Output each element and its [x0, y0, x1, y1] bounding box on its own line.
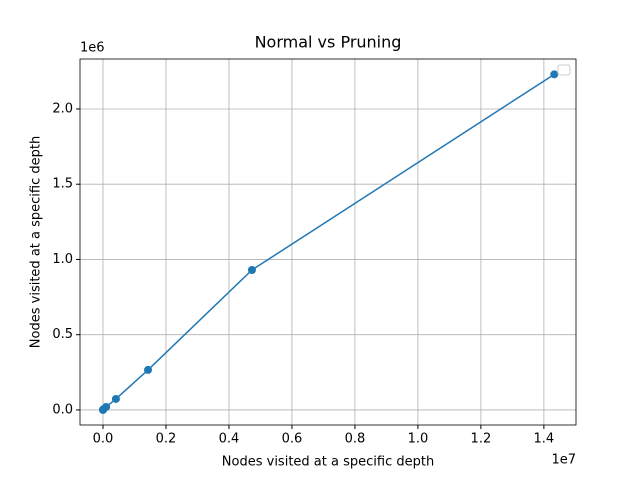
x-tick-label: 0.4 [219, 432, 240, 447]
data-point [111, 394, 120, 403]
data-point [550, 70, 559, 79]
y-tick-label: 2.0 [52, 101, 73, 116]
x-tick-label: 0.8 [345, 432, 366, 447]
x-tick-label: 0.0 [93, 432, 114, 447]
x-tick-label: 1.2 [471, 432, 492, 447]
y-offset-label: 1e6 [80, 41, 105, 56]
y-tick-label: 1.5 [52, 177, 73, 192]
x-tick-label: 1.4 [534, 432, 555, 447]
legend [557, 64, 571, 76]
x-tick-label: 1.0 [408, 432, 429, 447]
y-tick-label: 1.0 [52, 252, 73, 267]
data-point [102, 402, 111, 411]
x-tick-label: 0.2 [156, 432, 177, 447]
y-tick-label: 0.5 [52, 327, 73, 342]
x-axis-label: Nodes visited at a specific depth [222, 455, 434, 470]
plot-frame [79, 58, 577, 426]
x-offset-label: 1e7 [551, 453, 576, 468]
data-point [247, 265, 256, 274]
x-tick-label: 0.6 [282, 432, 303, 447]
chart-title: Normal vs Pruning [255, 33, 402, 52]
y-axis-label: Nodes visited at a specific depth [29, 136, 44, 348]
y-tick-label: 0.0 [52, 402, 73, 417]
data-point [144, 365, 153, 374]
